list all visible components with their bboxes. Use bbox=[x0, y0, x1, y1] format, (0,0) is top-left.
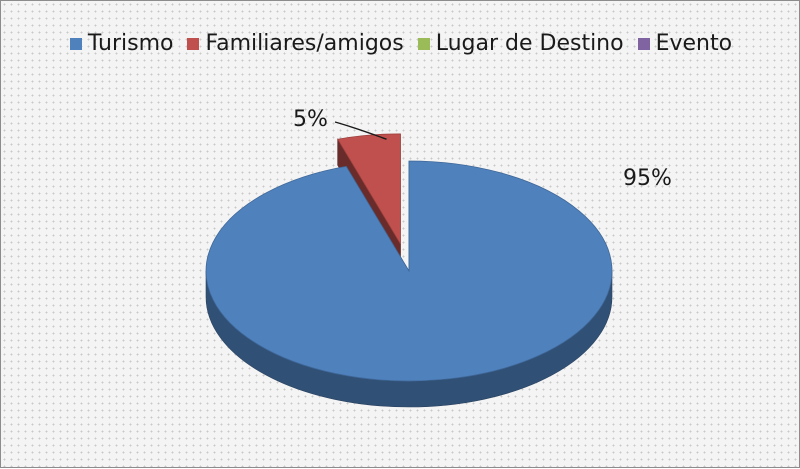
legend-item-evento: Evento bbox=[637, 31, 733, 56]
legend-label-lugar-de-destino: Lugar de Destino bbox=[435, 31, 624, 56]
leader-line-familiares-amigos bbox=[334, 121, 387, 140]
legend-label-evento: Evento bbox=[655, 31, 733, 56]
data-label-familiares-amigos: 5% bbox=[293, 107, 328, 132]
legend-label-turismo: Turismo bbox=[87, 31, 174, 56]
legend-item-turismo: Turismo bbox=[69, 31, 174, 56]
legend-swatch-turismo bbox=[69, 37, 82, 50]
pie-slice-familiares-amigos bbox=[337, 133, 401, 246]
legend-item-lugar-de-destino: Lugar de Destino bbox=[417, 31, 624, 56]
legend: Turismo Familiares/amigos Lugar de Desti… bbox=[1, 31, 800, 56]
legend-label-familiares-amigos: Familiares/amigos bbox=[205, 31, 404, 56]
legend-swatch-familiares-amigos bbox=[187, 37, 200, 50]
data-label-turismo: 95% bbox=[623, 166, 672, 191]
pie-slice-turismo bbox=[205, 160, 613, 382]
legend-swatch-evento bbox=[637, 37, 650, 50]
legend-swatch-lugar-de-destino bbox=[417, 37, 430, 50]
legend-item-familiares-amigos: Familiares/amigos bbox=[187, 31, 404, 56]
